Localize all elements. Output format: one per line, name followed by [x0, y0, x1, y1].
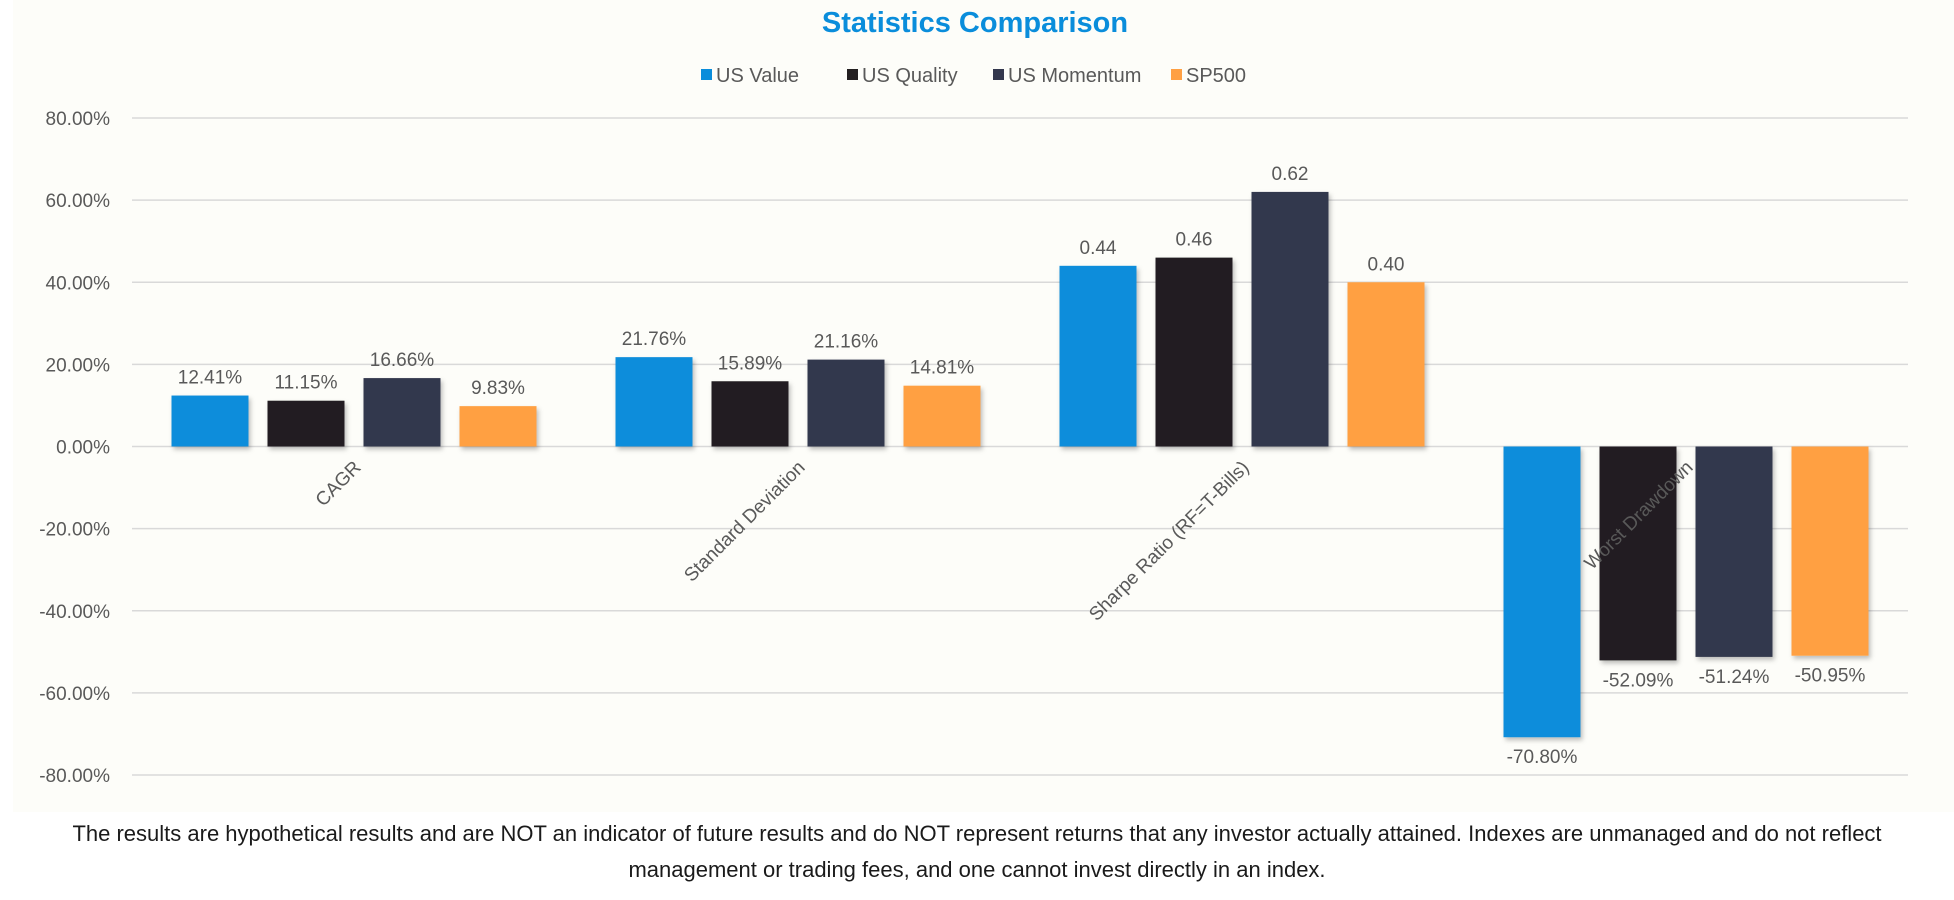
- y-tick-label: 60.00%: [46, 191, 111, 212]
- bar: [903, 385, 981, 447]
- data-label: -50.95%: [1795, 666, 1866, 687]
- y-tick-label: 20.00%: [46, 355, 111, 376]
- y-tick-label: 0.00%: [56, 438, 110, 459]
- bar: [1059, 265, 1137, 447]
- bar: [1347, 282, 1425, 447]
- bar: [363, 378, 441, 447]
- y-tick-label: 80.00%: [46, 109, 111, 130]
- legend-label: US Value: [716, 65, 799, 87]
- data-label: 0.62: [1272, 164, 1309, 185]
- bars: [171, 191, 1869, 738]
- data-label: 0.46: [1176, 230, 1213, 251]
- category-label: Sharpe Ratio (RF=T-Bills): [1085, 457, 1253, 625]
- category-label: CAGR: [312, 457, 366, 511]
- bar: [615, 357, 693, 447]
- y-tick-label: -20.00%: [39, 520, 110, 541]
- bar: [711, 381, 789, 447]
- legend: US Value US Quality US Momentum SP500: [701, 65, 1246, 87]
- disclaimer-text: The results are hypothetical results and…: [72, 821, 1882, 882]
- legend-label: US Momentum: [1008, 65, 1141, 87]
- legend-swatch-us-value: [701, 69, 712, 80]
- bar: [1503, 446, 1581, 738]
- data-label: 12.41%: [178, 368, 243, 389]
- y-tick-label: 40.00%: [46, 273, 111, 294]
- bar: [1791, 446, 1869, 656]
- legend-swatch-sp500: [1171, 69, 1182, 80]
- data-label: 0.40: [1368, 254, 1405, 275]
- bar: [1695, 446, 1773, 657]
- data-labels: 12.41% 11.15% 16.66% 9.83% 21.76% 15.89% 21.16…: [178, 164, 1866, 768]
- chart-title: Statistics Comparison: [822, 7, 1128, 39]
- bar: [267, 400, 345, 447]
- data-label: 11.15%: [274, 373, 337, 394]
- data-label: -70.80%: [1507, 747, 1578, 768]
- statistics-comparison-chart: Statistics Comparison US Value US Quality…: [39, 7, 1908, 787]
- data-label: 16.66%: [370, 350, 435, 371]
- category-label: Standard Deviation: [680, 457, 809, 586]
- data-label: 21.16%: [814, 332, 879, 353]
- y-tick-label: -60.00%: [39, 684, 110, 705]
- bar: [1155, 257, 1233, 447]
- y-tick-label: -80.00%: [39, 766, 110, 787]
- data-label: 14.81%: [910, 358, 975, 379]
- data-label: -51.24%: [1699, 667, 1770, 688]
- y-axis-tick-labels: 80.00% 60.00% 40.00% 20.00% 0.00% -20.00% -40.…: [39, 109, 110, 787]
- bar: [807, 359, 885, 447]
- data-label: 15.89%: [718, 353, 783, 374]
- data-label: 21.76%: [622, 329, 687, 350]
- data-label: 9.83%: [471, 378, 525, 399]
- legend-label: US Quality: [862, 65, 958, 87]
- legend-label: SP500: [1186, 65, 1246, 87]
- data-label: 0.44: [1080, 238, 1117, 259]
- y-tick-label: -40.00%: [39, 602, 110, 623]
- legend-swatch-us-quality: [847, 69, 858, 80]
- legend-swatch-us-momentum: [993, 69, 1004, 80]
- bar: [459, 406, 537, 447]
- category-labels: CAGR Standard Deviation Sharpe Ratio (RF=T…: [312, 457, 1698, 625]
- bar: [1599, 446, 1677, 661]
- data-label: -52.09%: [1603, 670, 1674, 691]
- bar: [1251, 191, 1329, 447]
- bar: [171, 395, 249, 447]
